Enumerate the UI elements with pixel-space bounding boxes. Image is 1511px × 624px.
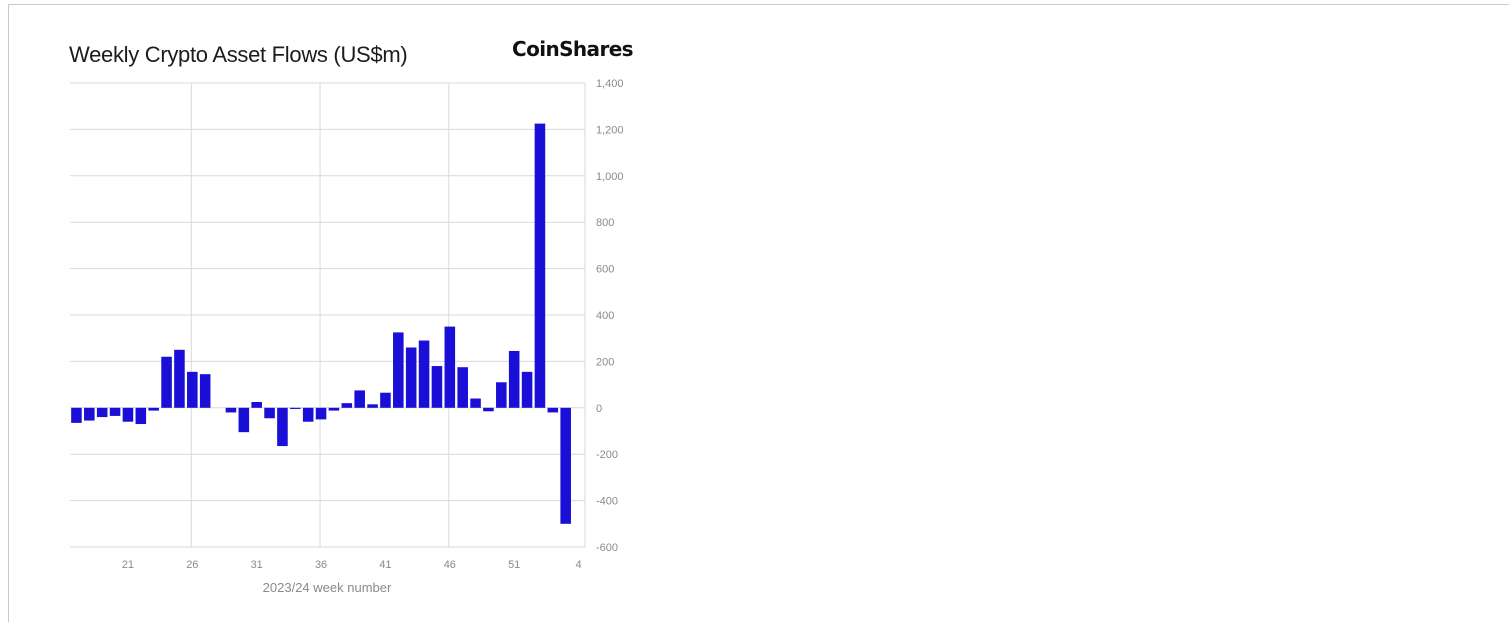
y-tick-label: -400: [596, 496, 618, 508]
x-tick-label: 36: [315, 559, 327, 571]
bar-week-31: [251, 402, 262, 408]
bar-week-45: [431, 366, 443, 408]
bar-week-41: [380, 392, 391, 408]
y-tick-label: 1,400: [596, 78, 624, 90]
y-tick-label: 1,200: [596, 124, 624, 136]
bar-week-42: [393, 332, 404, 408]
coinshares-logo: CoinShares: [512, 37, 634, 61]
bar-week-26: [187, 371, 198, 408]
bar-week-27: [199, 374, 211, 408]
bar-week-23: [148, 407, 159, 411]
bar-week-25: [174, 349, 185, 408]
bar-week-29: [225, 407, 237, 413]
bar-week-39: [354, 390, 365, 408]
x-tick-label: 4: [576, 559, 582, 571]
y-tick-label: -200: [596, 449, 618, 461]
bar-week-17: [71, 407, 82, 423]
bar-week-44: [418, 340, 430, 408]
bar-week-32: [264, 407, 275, 419]
y-tick-label: 800: [596, 217, 614, 229]
bar-week-51: [508, 350, 520, 408]
x-axis-ticks: 21 26 31 36 41 46 51 4: [122, 559, 582, 571]
bar-week-36: [315, 407, 327, 420]
bar-week-35: [302, 407, 314, 422]
bar-week-34: [290, 407, 301, 409]
bar-week-40: [367, 404, 378, 408]
x-tick-label: 31: [251, 559, 263, 571]
bar-week-30: [238, 407, 250, 433]
y-tick-label: 600: [596, 264, 614, 276]
bar-week-19: [96, 407, 108, 418]
x-tick-label: 41: [379, 559, 391, 571]
bar-week-43: [405, 347, 417, 408]
x-axis-label: 2023/24 week number: [263, 580, 392, 595]
y-tick-label: 400: [596, 310, 614, 322]
bar-week-38: [341, 403, 353, 408]
chart-title: Weekly Crypto Asset Flows (US$m): [69, 42, 408, 67]
y-tick-label: 1,000: [596, 171, 624, 183]
bar-week-52: [521, 371, 533, 408]
x-tick-label: 46: [444, 559, 456, 571]
bar-week-2: [547, 407, 559, 413]
x-tick-label: 21: [122, 559, 134, 571]
y-tick-label: -600: [596, 542, 618, 554]
bar-week-24: [161, 356, 172, 408]
bar-week-33: [277, 407, 288, 447]
bar-week-1: [534, 123, 546, 408]
x-tick-label: 51: [508, 559, 520, 571]
grid-lines: [70, 82, 586, 548]
bar-week-48: [470, 398, 481, 408]
bar-week-21: [122, 407, 134, 422]
bar-week-49: [483, 407, 494, 412]
y-tick-label: 0: [596, 403, 602, 415]
chart-frame: [8, 4, 1509, 622]
y-axis-ticks: 1,400 1,200 1,000 800 600 400 200 0 -200 -400 -600: [596, 78, 624, 554]
bar-week-50: [496, 382, 507, 408]
x-tick-label: 26: [186, 559, 198, 571]
bar-week-22: [135, 407, 147, 425]
bar-week-46: [444, 326, 456, 408]
bar-week-3: [560, 407, 571, 524]
bar-week-37: [328, 407, 340, 411]
bars: [71, 123, 571, 524]
bar-week-18: [84, 407, 95, 421]
bar-week-20: [109, 407, 121, 416]
y-tick-label: 200: [596, 356, 614, 368]
bar-week-47: [457, 367, 468, 408]
